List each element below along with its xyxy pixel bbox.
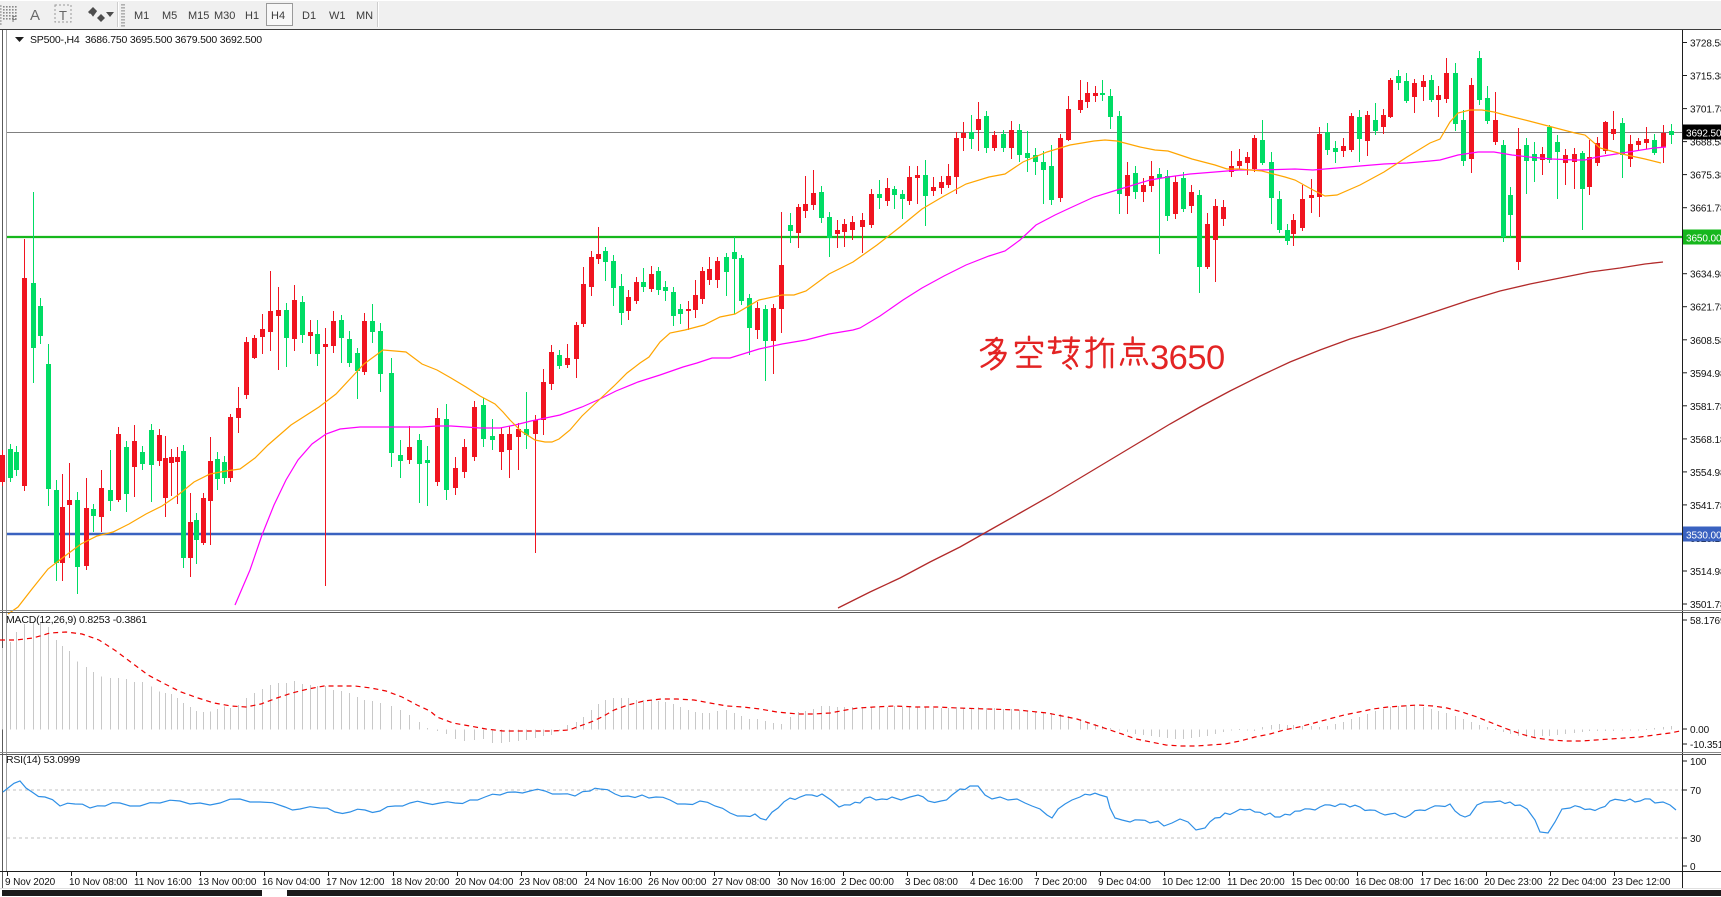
svg-text:3650: 3650 <box>1150 339 1225 377</box>
svg-text:27 Nov 08:00: 27 Nov 08:00 <box>712 877 771 888</box>
svg-text:W1: W1 <box>329 10 346 22</box>
svg-text:3581.78: 3581.78 <box>1690 402 1721 413</box>
svg-text:T: T <box>59 8 67 23</box>
svg-text:20 Nov 04:00: 20 Nov 04:00 <box>455 877 514 888</box>
svg-text:11 Dec 20:00: 11 Dec 20:00 <box>1227 877 1285 888</box>
svg-text:3715.38: 3715.38 <box>1690 72 1721 83</box>
svg-text:11 Nov 16:00: 11 Nov 16:00 <box>134 877 192 888</box>
svg-text:100: 100 <box>1690 757 1707 768</box>
svg-text:MACD(12,26,9) 0.8253 -0.3861: MACD(12,26,9) 0.8253 -0.3861 <box>6 614 147 626</box>
svg-text:18 Nov 20:00: 18 Nov 20:00 <box>391 877 450 888</box>
svg-text:M5: M5 <box>162 10 177 22</box>
svg-text:24 Nov 16:00: 24 Nov 16:00 <box>584 877 643 888</box>
svg-text:30 Nov 16:00: 30 Nov 16:00 <box>777 877 836 888</box>
svg-text:13 Nov 00:00: 13 Nov 00:00 <box>198 877 257 888</box>
svg-text:17 Nov 12:00: 17 Nov 12:00 <box>326 877 385 888</box>
svg-text:RSI(14) 53.0999: RSI(14) 53.0999 <box>6 754 80 766</box>
svg-text:23 Dec 12:00: 23 Dec 12:00 <box>1612 877 1671 888</box>
svg-text:F: F <box>12 15 17 24</box>
svg-text:M30: M30 <box>214 10 235 22</box>
svg-text:3661.78: 3661.78 <box>1690 204 1721 215</box>
svg-text:0.00: 0.00 <box>1690 725 1710 736</box>
svg-text:A: A <box>30 7 40 24</box>
svg-text:20 Dec 23:00: 20 Dec 23:00 <box>1484 877 1543 888</box>
svg-text:3650.00: 3650.00 <box>1686 234 1721 245</box>
svg-text:-10.351: -10.351 <box>1690 740 1721 751</box>
svg-text:H1: H1 <box>245 10 259 22</box>
svg-text:3675.38: 3675.38 <box>1690 171 1721 182</box>
svg-text:15 Dec 00:00: 15 Dec 00:00 <box>1291 877 1350 888</box>
svg-text:9 Dec 04:00: 9 Dec 04:00 <box>1098 877 1151 888</box>
svg-text:3621.78: 3621.78 <box>1690 303 1721 314</box>
svg-text:16 Dec 08:00: 16 Dec 08:00 <box>1355 877 1414 888</box>
svg-text:7 Dec 20:00: 7 Dec 20:00 <box>1034 877 1087 888</box>
svg-text:3541.78: 3541.78 <box>1690 501 1721 512</box>
svg-text:3688.58: 3688.58 <box>1690 138 1721 149</box>
svg-text:58.1769: 58.1769 <box>1690 616 1721 627</box>
svg-text:M15: M15 <box>188 10 209 22</box>
svg-text:3701.78: 3701.78 <box>1690 105 1721 116</box>
svg-text:17 Dec 16:00: 17 Dec 16:00 <box>1420 877 1479 888</box>
svg-text:10 Dec 12:00: 10 Dec 12:00 <box>1162 877 1221 888</box>
svg-text:3608.58: 3608.58 <box>1690 336 1721 347</box>
svg-text:SP500-,H4 3686.750 3695.500 3: SP500-,H4 3686.750 3695.500 3679.500 369… <box>30 34 262 46</box>
svg-text:70: 70 <box>1690 786 1701 797</box>
svg-text:22 Dec 04:00: 22 Dec 04:00 <box>1548 877 1607 888</box>
svg-text:0: 0 <box>1690 862 1696 873</box>
svg-text:3728.58: 3728.58 <box>1690 39 1721 50</box>
svg-text:3692.50: 3692.50 <box>1686 129 1721 140</box>
svg-text:3501.78: 3501.78 <box>1690 600 1721 611</box>
svg-text:MN: MN <box>356 10 373 22</box>
svg-text:23 Nov 08:00: 23 Nov 08:00 <box>519 877 578 888</box>
svg-text:M1: M1 <box>134 10 149 22</box>
svg-text:10 Nov 08:00: 10 Nov 08:00 <box>69 877 128 888</box>
svg-text:3554.98: 3554.98 <box>1690 468 1721 479</box>
svg-text:D1: D1 <box>302 10 316 22</box>
svg-text:3 Dec 08:00: 3 Dec 08:00 <box>905 877 958 888</box>
svg-text:2 Dec 00:00: 2 Dec 00:00 <box>841 877 894 888</box>
svg-text:3514.98: 3514.98 <box>1690 567 1721 578</box>
svg-text:3634.98: 3634.98 <box>1690 270 1721 281</box>
svg-text:3594.98: 3594.98 <box>1690 369 1721 380</box>
svg-text:3530.00: 3530.00 <box>1686 531 1721 542</box>
svg-text:H4: H4 <box>271 10 285 22</box>
svg-text:9 Nov 2020: 9 Nov 2020 <box>5 877 56 888</box>
svg-text:16 Nov 04:00: 16 Nov 04:00 <box>262 877 321 888</box>
svg-text:26 Nov 00:00: 26 Nov 00:00 <box>648 877 707 888</box>
svg-text:30: 30 <box>1690 834 1701 845</box>
svg-text:3568.18: 3568.18 <box>1690 435 1721 446</box>
svg-text:4 Dec 16:00: 4 Dec 16:00 <box>970 877 1023 888</box>
